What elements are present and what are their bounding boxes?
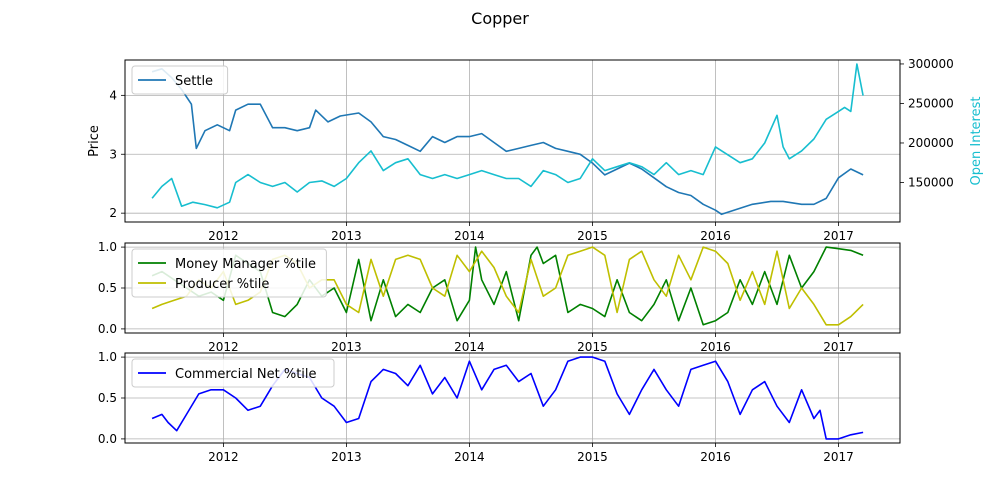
x-tick-label: 2017 [823, 450, 854, 464]
x-tick-label: 2017 [823, 340, 854, 354]
legend-entry: Commercial Net %tile [175, 367, 317, 382]
series-line-settle [151, 68, 864, 216]
x-tick-label: 2014 [454, 229, 485, 243]
axes-frame [124, 242, 901, 334]
y-tick-label: 3 [109, 147, 117, 161]
x-tick-label: 2012 [208, 340, 239, 354]
x-tick-label: 2015 [577, 229, 608, 243]
series-line-commercial-net-tile [151, 356, 864, 440]
y-tick-label: 1.0 [98, 240, 117, 254]
panel-price: 2012 2013 2014 2015 2016 2017 2 3 4 150000 200000 2… [87, 57, 984, 243]
legend-entry: Money Manager %tile [175, 257, 316, 272]
legend: Commercial Net %tile [131, 358, 335, 388]
x-tick-label: 2012 [208, 229, 239, 243]
series-line-money-manager-tile [151, 246, 864, 326]
x-tick-label: 2014 [454, 340, 485, 354]
x-tick-label: 2012 [208, 450, 239, 464]
legend-box [131, 248, 327, 298]
y-tick-label: 0.0 [98, 322, 117, 336]
x-tick-label: 2016 [700, 340, 731, 354]
y-tick-label: 0.0 [98, 432, 117, 446]
y-right-tick-label: 250000 [908, 96, 954, 110]
x-tick-label: 2015 [577, 450, 608, 464]
legend-entry: Settle [175, 74, 213, 89]
chart-title: Copper [471, 9, 529, 28]
y-right-tick-label: 150000 [908, 175, 954, 189]
y-tick-label: 0.5 [98, 281, 117, 295]
legend: Money Manager %tile Producer %tile [131, 248, 327, 298]
x-tick-label: 2016 [700, 450, 731, 464]
x-tick-label: 2015 [577, 340, 608, 354]
x-tick-label: 2013 [331, 229, 362, 243]
panels-layer: 2012 2013 2014 2015 2016 2017 2 3 4 150000 200000 2… [87, 57, 984, 464]
y-tick-label: 1.0 [98, 350, 117, 364]
y-tick-label: 0.5 [98, 391, 117, 405]
axes-frame [124, 59, 901, 223]
axes-frame [124, 352, 901, 444]
y-right-axis-label: Open Interest [969, 97, 984, 186]
x-tick-label: 2013 [331, 450, 362, 464]
x-tick-label: 2017 [823, 229, 854, 243]
y-tick-label: 4 [109, 88, 117, 102]
y-tick-label: 2 [109, 206, 117, 220]
series-line-open-interest [151, 63, 864, 209]
legend-box [131, 358, 335, 388]
y-axis-label: Price [87, 125, 102, 157]
panel-commercial: 2012 2013 2014 2015 2016 2017 0.0 0.5 1.0 Commerc… [98, 350, 901, 464]
panel-percentile: 2012 2013 2014 2015 2016 2017 0.0 0.5 1.0 Money M… [98, 240, 901, 354]
y-right-tick-label: 300000 [908, 57, 954, 71]
x-tick-label: 2014 [454, 450, 485, 464]
y-right-tick-label: 200000 [908, 136, 954, 150]
legend-box [131, 65, 229, 95]
x-tick-label: 2013 [331, 340, 362, 354]
legend: Settle [131, 65, 229, 95]
x-tick-label: 2016 [700, 229, 731, 243]
legend-entry: Producer %tile [175, 277, 269, 292]
